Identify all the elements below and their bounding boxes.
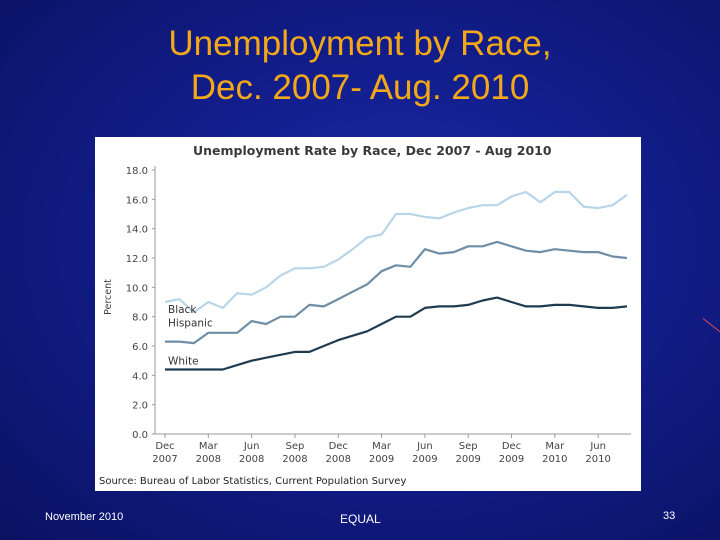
x-tick-label-month: Dec (155, 441, 174, 452)
footer-date: November 2010 (45, 511, 124, 523)
x-tick-label-year: 2009 (369, 454, 394, 465)
chart-title: Unemployment Rate by Race, Dec 2007 - Au… (193, 143, 552, 158)
y-tick-label: 14.0 (126, 225, 148, 236)
slide-title-line-1: Unemployment by Race, (168, 24, 552, 63)
x-axis-ticks: Dec 2007 Mar 2008 Jun 2008 Sep 2008 Dec 2008 Mar 20… (152, 434, 611, 465)
series-label-black: Black (168, 304, 197, 316)
chart-panel: Unemployment Rate by Race, Dec 2007 - Au… (95, 137, 641, 491)
series-label-hispanic: Hispanic (168, 318, 213, 330)
x-tick-label-month: Jun (243, 441, 260, 452)
x-tick-label-year: 2008 (326, 454, 351, 465)
slide-title: Unemployment by Race, Dec. 2007- Aug. 20… (0, 22, 720, 110)
x-tick-label-year: 2008 (196, 454, 221, 465)
y-tick-label: 8.0 (132, 313, 148, 324)
x-tick-label-year: 2009 (455, 454, 480, 465)
x-tick-label-year: 2009 (499, 454, 524, 465)
x-tick-label-month: Dec (502, 441, 521, 452)
y-tick-label: 2.0 (132, 401, 148, 412)
x-tick-label-year: 2008 (282, 454, 307, 465)
series-labels: Black Hispanic White (168, 304, 213, 367)
x-tick-label-month: Sep (459, 441, 478, 452)
series-lines (164, 190, 628, 371)
decorative-line (702, 318, 720, 337)
unemployment-line-chart: Unemployment Rate by Race, Dec 2007 - Au… (99, 143, 631, 487)
x-tick-label-year: 2007 (152, 454, 177, 465)
x-tick-label-month: Sep (286, 441, 305, 452)
chart-axes (154, 166, 631, 435)
slide-title-line-2: Dec. 2007- Aug. 2010 (190, 68, 530, 107)
footer-center-label: EQUAL (340, 512, 381, 526)
y-tick-label: 10.0 (126, 283, 148, 294)
y-axis-ticks: 0.0 2.0 4.0 6.0 8.0 10.0 12.0 14.0 16.0 18.0 (126, 166, 155, 441)
slide-number: 33 (663, 510, 676, 522)
x-tick-label-year: 2010 (542, 454, 567, 465)
x-tick-label-year: 2009 (412, 454, 437, 465)
y-tick-label: 12.0 (126, 254, 148, 265)
x-tick-label-month: Mar (199, 441, 219, 452)
x-tick-label-month: Jun (589, 441, 606, 452)
y-tick-label: 18.0 (126, 166, 148, 177)
y-tick-label: 0.0 (132, 430, 148, 441)
series-label-white: White (168, 355, 199, 367)
y-axis-label: Percent (103, 279, 114, 315)
chart-source: Source: Bureau of Labor Statistics, Curr… (99, 476, 406, 487)
x-tick-label-year: 2010 (585, 454, 610, 465)
series-line-black (164, 190, 628, 314)
series-line-white (165, 296, 628, 371)
x-tick-label-year: 2008 (239, 454, 264, 465)
x-tick-label-month: Jun (416, 441, 433, 452)
y-tick-label: 6.0 (132, 342, 148, 353)
x-tick-label-month: Mar (372, 441, 392, 452)
x-tick-label-month: Dec (329, 441, 348, 452)
x-tick-label-month: Mar (545, 441, 565, 452)
series-line-hispanic (165, 240, 628, 345)
y-tick-label: 16.0 (126, 195, 148, 206)
y-tick-label: 4.0 (132, 371, 148, 382)
